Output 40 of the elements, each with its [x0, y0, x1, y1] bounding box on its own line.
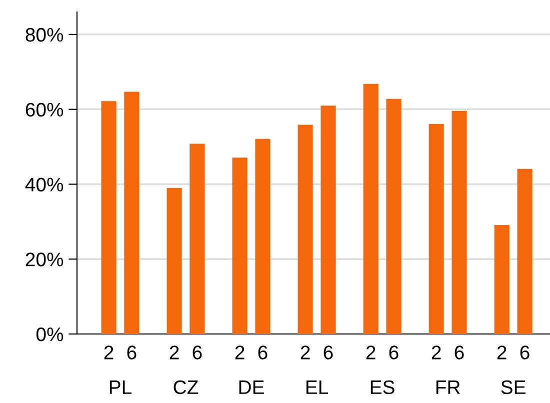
x-tick-label: SE	[501, 380, 526, 394]
x-tick-label: DE	[239, 380, 264, 394]
bar	[320, 106, 336, 334]
text: 2	[432, 346, 441, 360]
text: 6	[520, 346, 530, 360]
x-tick-label: FR	[436, 380, 460, 394]
bar	[255, 138, 270, 334]
series-label: 2	[104, 346, 114, 360]
bar	[298, 124, 313, 334]
series-label: 6	[127, 346, 136, 360]
text: 2	[497, 346, 506, 360]
x-tick-label: EL	[306, 380, 328, 394]
y-tick-label: 20%	[26, 252, 64, 266]
text: 6	[324, 346, 333, 360]
text: 6	[389, 346, 398, 360]
x-tick-label: PL	[110, 380, 132, 394]
text: 2	[300, 346, 310, 360]
text: 2	[170, 346, 179, 360]
bar	[363, 84, 378, 334]
y-tick-label: 60%	[26, 102, 64, 117]
text: 2	[366, 346, 376, 360]
x-tick-label: ES	[370, 380, 394, 394]
bar	[101, 101, 116, 334]
bar	[386, 98, 402, 334]
x-tick-label: CZ	[174, 380, 198, 394]
bar	[517, 168, 532, 334]
bar	[190, 144, 205, 334]
bar	[232, 158, 248, 334]
text: 6	[454, 346, 464, 360]
bar	[494, 225, 510, 334]
text: 2	[235, 346, 244, 360]
bar	[166, 188, 182, 334]
bar	[124, 92, 140, 334]
y-tick-label: 0%	[36, 327, 64, 342]
y-tick-label: 80%	[26, 28, 64, 42]
bar	[428, 124, 444, 334]
y-tick-label: 40%	[25, 178, 64, 192]
bar	[452, 110, 467, 334]
text: 6	[192, 346, 202, 360]
text: 6	[258, 346, 268, 360]
